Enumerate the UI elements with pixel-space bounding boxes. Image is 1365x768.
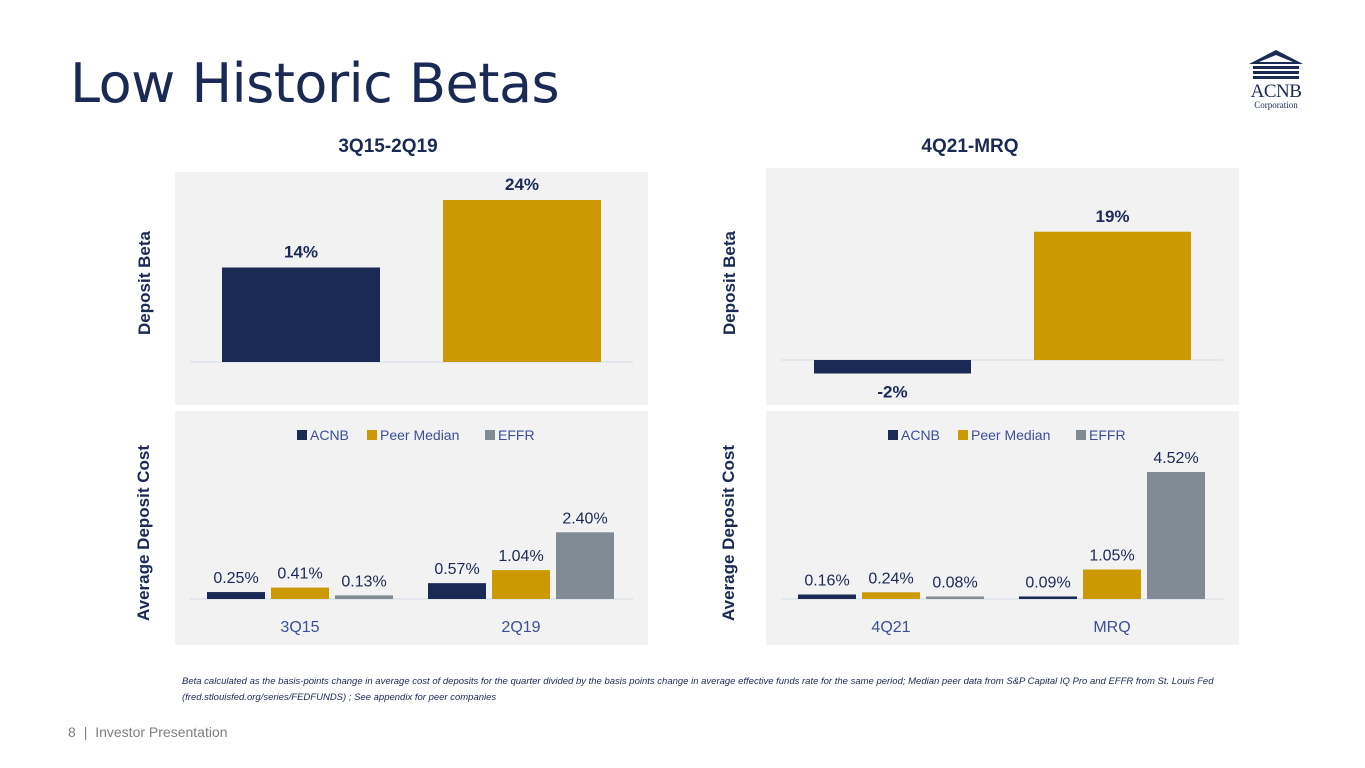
left-beta-panel: 14% 24% <box>175 172 648 405</box>
page-title: Low Historic Betas <box>70 52 560 115</box>
beta-right-bar-acnb <box>814 360 971 374</box>
logo-name: ACNB <box>1250 81 1302 102</box>
footer-text: Investor Presentation <box>95 724 228 740</box>
cost-right-data-label: 1.05% <box>1089 547 1134 564</box>
cost-left-legend-label: ACNB <box>310 427 349 443</box>
beta-left-data-label: 24% <box>505 175 539 194</box>
beta-left-bar-peer-median <box>443 200 601 362</box>
logo-subtitle: Corporation <box>1254 100 1298 110</box>
cost-right-data-label: 0.24% <box>868 570 913 587</box>
left-cost-axis-label: Average Deposit Cost <box>134 444 153 622</box>
cost-right-data-label: 0.16% <box>804 573 849 590</box>
beta-left-bar-acnb <box>222 267 380 362</box>
cost-left-data-label: 2.40% <box>562 510 607 527</box>
cost-right-bar-4q21-acnb <box>798 594 856 599</box>
cost-right-bar-mrq-effr <box>1147 471 1205 599</box>
left-chart-heading: 3Q15-2Q19 <box>338 136 438 157</box>
right-chart-heading: 4Q21-MRQ <box>921 136 1019 157</box>
cost-right-category-label: 4Q21 <box>871 619 910 636</box>
cost-right-legend-swatch-peer-median <box>958 430 968 440</box>
cost-left-data-label: 1.04% <box>498 548 543 565</box>
cost-left-category-label: 2Q19 <box>501 619 540 636</box>
cost-right-bar-4q21-peer-median <box>862 592 920 599</box>
cost-left-legend-swatch-peer-median <box>367 430 377 440</box>
cost-left-category-label: 3Q15 <box>280 619 319 636</box>
acnb-logo: ACNB Corporation <box>1243 48 1309 110</box>
cost-right-legend-label: ACNB <box>901 427 940 443</box>
footer-separator: | <box>83 724 88 740</box>
cost-left-bar-2q19-peer-median <box>492 570 550 599</box>
cost-left-bar-3q15-peer-median <box>271 587 329 599</box>
cost-right-legend-label: EFFR <box>1089 427 1126 443</box>
cost-left-data-label: 0.57% <box>434 561 479 578</box>
cost-right-legend-swatch-acnb <box>888 430 898 440</box>
beta-left-data-label: 14% <box>284 243 318 262</box>
left-cost-panel: ACNB Peer Median EFFR 0.25% 0.41% 0.13% 3Q15 0.… <box>175 411 648 645</box>
left-beta-axis-label: Deposit Beta <box>135 231 154 335</box>
cost-left-bar-2q19-acnb <box>428 583 486 599</box>
cost-right-bar-4q21-effr <box>926 596 984 599</box>
cost-right-category-label: MRQ <box>1093 619 1130 636</box>
cost-right-bar-mrq-peer-median <box>1083 569 1141 599</box>
cost-left-data-label: 0.41% <box>277 566 322 583</box>
cost-right-data-label: 4.52% <box>1153 450 1198 467</box>
cost-right-bar-mrq-acnb <box>1019 596 1077 599</box>
cost-left-bar-3q15-acnb <box>207 592 265 599</box>
cost-right-data-label: 0.08% <box>932 575 977 592</box>
right-beta-chart: -2% 19% <box>781 207 1223 402</box>
cost-right-legend-label: Peer Median <box>971 427 1050 443</box>
beta-right-data-label: -2% <box>877 383 907 402</box>
building-icon <box>1249 50 1303 79</box>
footer: 8 | Investor Presentation <box>68 724 228 740</box>
right-cost-panel: ACNB Peer Median EFFR 0.16% 0.24% 0.08% 4Q21 0.… <box>766 411 1239 645</box>
left-beta-chart: 14% 24% <box>190 175 633 363</box>
page-number: 8 <box>68 724 76 740</box>
cost-left-bar-3q15-effr <box>335 595 393 599</box>
cost-right-data-label: 0.09% <box>1025 574 1070 591</box>
cost-left-data-label: 0.13% <box>341 573 386 590</box>
right-beta-panel: -2% 19% <box>766 168 1239 405</box>
right-cost-axis-label: Average Deposit Cost <box>719 444 738 622</box>
right-cost-chart: ACNB Peer Median EFFR 0.16% 0.24% 0.08% 4Q21 0.… <box>781 427 1224 636</box>
cost-left-data-label: 0.25% <box>213 570 258 587</box>
right-beta-axis-label: Deposit Beta <box>720 231 739 335</box>
cost-left-legend-label: Peer Median <box>380 427 459 443</box>
cost-left-legend-swatch-effr <box>485 430 495 440</box>
cost-left-legend-label: EFFR <box>498 427 535 443</box>
beta-right-data-label: 19% <box>1095 207 1129 226</box>
cost-left-legend-swatch-acnb <box>297 430 307 440</box>
cost-left-bar-2q19-effr <box>556 532 614 599</box>
left-cost-chart: ACNB Peer Median EFFR 0.25% 0.41% 0.13% 3Q15 0.… <box>190 427 633 636</box>
footnote: Beta calculated as the basis-points chan… <box>182 676 1214 703</box>
cost-right-legend-swatch-effr <box>1076 430 1086 440</box>
beta-right-bar-peer-median <box>1034 231 1191 360</box>
